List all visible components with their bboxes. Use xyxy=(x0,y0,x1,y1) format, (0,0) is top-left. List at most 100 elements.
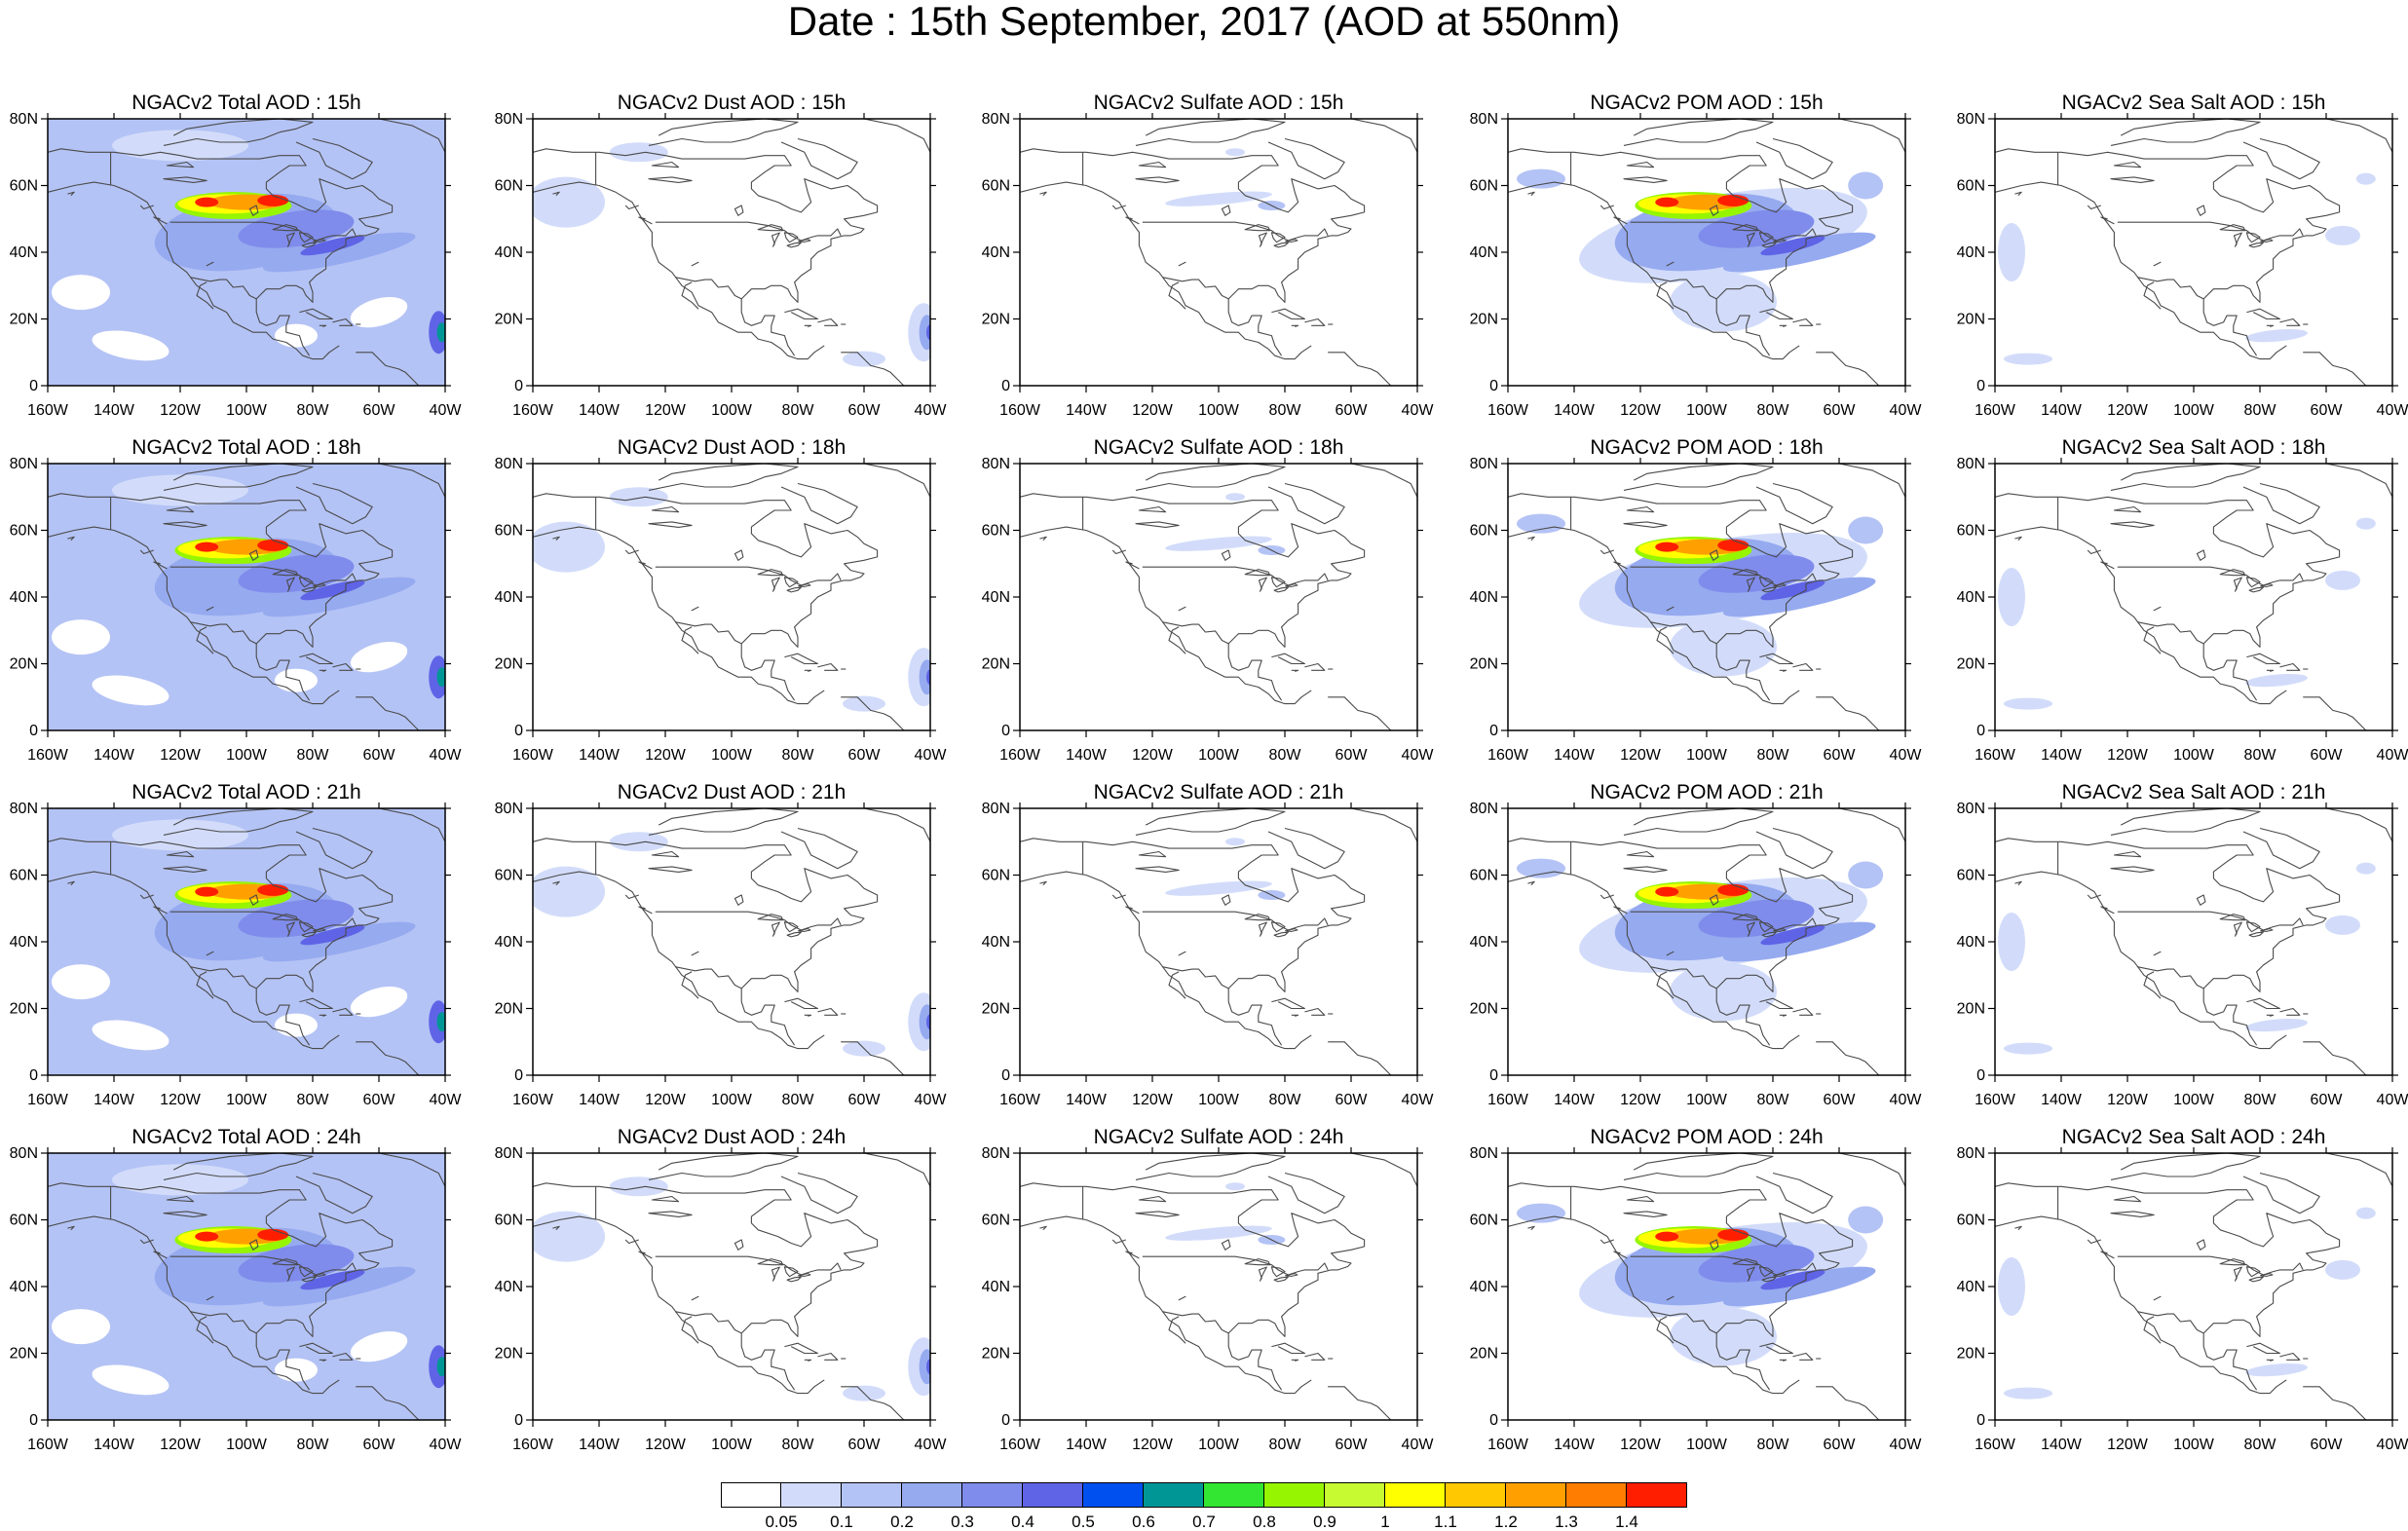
coastline xyxy=(2279,317,2301,326)
coastline xyxy=(2325,464,2392,498)
lon-tick-label: 100W xyxy=(711,747,753,764)
lon-tick-label: 140W xyxy=(579,402,621,419)
lat-tick-label: 40N xyxy=(1470,934,1498,951)
lon-tick-label: 80W xyxy=(2244,402,2277,419)
aod-plume-tail xyxy=(1760,236,1825,256)
coastline xyxy=(533,493,879,648)
map-canvas: 160W 140W 120W 100W 80W 60W 40W 0 20N 40N 60N 80N xyxy=(982,456,1435,764)
coastline xyxy=(196,971,214,999)
lake-outline xyxy=(2113,1195,2142,1203)
lake-outline xyxy=(651,505,680,513)
coastline xyxy=(1759,997,1793,1010)
lake-outline xyxy=(1666,261,1674,267)
axis-ticks: 160W 140W 120W 100W 80W 60W 40W 0 20N 40N 60N 80N xyxy=(10,1145,463,1453)
coastline xyxy=(2325,119,2392,153)
coastline xyxy=(2266,1014,2275,1017)
lon-tick-label: 40W xyxy=(1402,747,1435,764)
coastline xyxy=(2202,1332,2258,1391)
coastline xyxy=(863,808,930,842)
panel-title: NGACv2 POM AOD : 21h xyxy=(1590,781,1824,803)
lake-outline xyxy=(1221,205,1231,216)
lon-tick-label: 160W xyxy=(1975,747,2016,764)
coastline xyxy=(1267,482,1345,525)
coastline xyxy=(1125,216,1140,225)
lon-tick-label: 60W xyxy=(363,1092,396,1108)
coastline xyxy=(784,1342,818,1355)
lon-tick-label: 120W xyxy=(160,402,202,419)
lake-outline xyxy=(1758,577,1774,588)
map-canvas: 160W 140W 120W 100W 80W 60W 40W 0 20N 40N 60N 80N xyxy=(10,111,463,419)
coastline xyxy=(2110,464,2261,491)
lon-tick-label: 100W xyxy=(226,402,268,419)
lon-tick-label: 80W xyxy=(1269,1437,1302,1453)
coastline xyxy=(1613,561,1628,570)
coastline xyxy=(2087,549,2101,555)
panel-title: NGACv2 Dust AOD : 24h xyxy=(617,1126,847,1148)
lat-tick-label: 0 xyxy=(1489,1412,1498,1429)
panel-title: NGACv2 Sulfate AOD : 24h xyxy=(1093,1126,1344,1148)
lake-outline xyxy=(786,931,802,938)
lake-outline xyxy=(1221,1239,1231,1251)
coastline xyxy=(1227,988,1283,1046)
aod-dust-edge xyxy=(436,667,445,688)
lake-outline xyxy=(2153,606,2162,612)
lake-outline xyxy=(1258,577,1267,592)
lake-outline xyxy=(757,1258,784,1266)
country-border xyxy=(1650,277,1717,300)
lon-tick-label: 140W xyxy=(1554,1092,1596,1108)
coastline xyxy=(48,493,394,648)
coastline xyxy=(1838,464,1905,498)
coastline xyxy=(841,1386,905,1420)
colorbar-swatch xyxy=(1083,1482,1144,1508)
coastline xyxy=(1656,971,1674,999)
lat-tick-label: 80N xyxy=(495,456,523,472)
lake-outline xyxy=(301,586,317,593)
lon-tick-label: 60W xyxy=(2311,1092,2344,1108)
lon-tick-label: 80W xyxy=(1269,402,1302,419)
coastline xyxy=(2100,561,2115,570)
coastline xyxy=(1291,324,1299,327)
map-background xyxy=(533,1153,930,1420)
lake-outline xyxy=(1244,914,1271,921)
lake-outline xyxy=(648,866,693,873)
coastline xyxy=(780,1172,858,1214)
lat-tick-label: 80N xyxy=(982,111,1010,128)
lon-tick-label: 80W xyxy=(782,402,815,419)
lat-tick-label: 60N xyxy=(1470,523,1498,540)
coastline xyxy=(1995,493,2341,648)
coastline xyxy=(681,626,699,654)
coastline-outlines xyxy=(1020,808,1417,1075)
colorbar-label: 0.4 xyxy=(1011,1512,1035,1531)
lat-tick-label: 40N xyxy=(1470,589,1498,606)
coastline xyxy=(1656,1316,1674,1344)
coastline xyxy=(48,871,340,1050)
map-panel-seasalt: NGACv2 Sea Salt AOD : 24h 160W 140W 120W 100… xyxy=(1957,1126,2408,1457)
coastline xyxy=(863,464,930,498)
aod-field xyxy=(533,142,930,367)
lake-outline xyxy=(786,1276,802,1283)
lon-tick-label: 40W xyxy=(1402,1092,1435,1108)
lon-tick-label: 40W xyxy=(430,747,463,764)
lon-tick-label: 160W xyxy=(27,1437,69,1453)
coastline xyxy=(2246,653,2280,665)
lake-outline xyxy=(734,549,744,561)
lake-outline xyxy=(783,921,799,933)
coastline xyxy=(1039,536,1047,541)
lat-tick-label: 40N xyxy=(10,589,38,606)
lon-tick-label: 80W xyxy=(782,1092,815,1108)
colorbar-swatch xyxy=(1566,1482,1627,1508)
coastline xyxy=(2279,1007,2301,1016)
axis-ticks: 160W 140W 120W 100W 80W 60W 40W 0 20N 40N 60N 80N xyxy=(1957,111,2408,419)
map-background xyxy=(1995,808,2392,1075)
lat-tick-label: 40N xyxy=(1470,1279,1498,1295)
coastline xyxy=(1755,482,1833,525)
lake-outline xyxy=(1135,176,1180,183)
coastline xyxy=(1267,137,1345,180)
lon-tick-label: 60W xyxy=(848,747,882,764)
coastline xyxy=(1135,1153,1286,1180)
map-background xyxy=(533,464,930,730)
coastline xyxy=(1508,148,1854,303)
lon-tick-label: 80W xyxy=(297,1437,330,1453)
aod-low-patch xyxy=(1848,861,1884,889)
lat-tick-label: 20N xyxy=(982,1346,1010,1363)
